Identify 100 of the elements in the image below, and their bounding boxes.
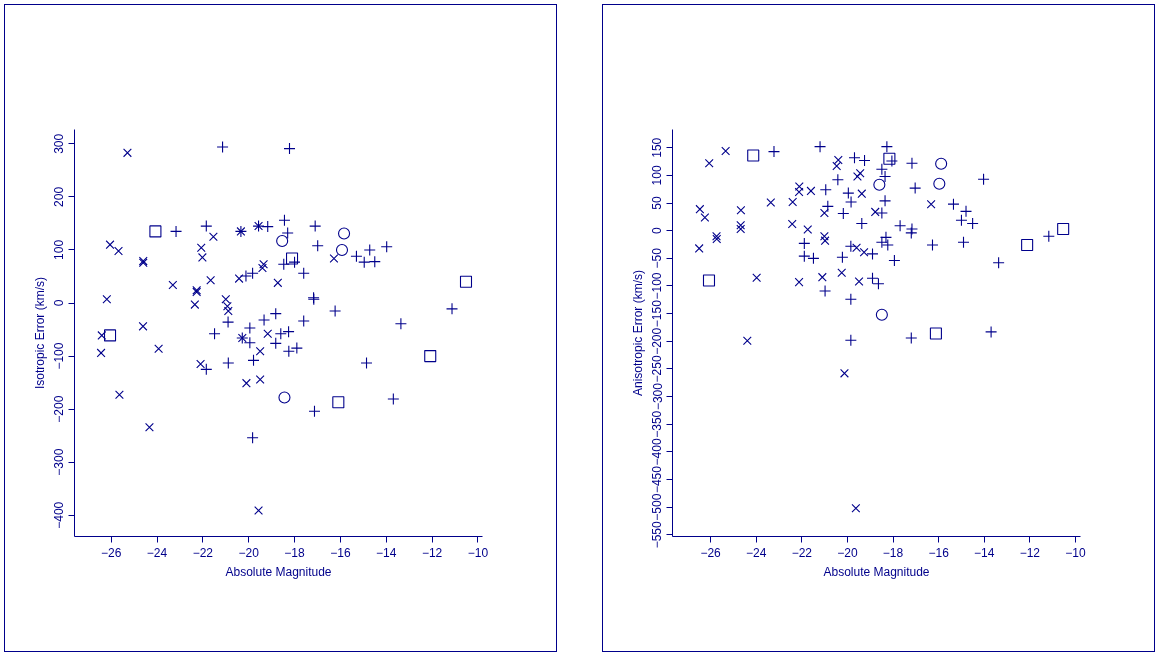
point <box>254 506 263 515</box>
x-tick-label: −12 <box>1019 545 1041 560</box>
point <box>424 350 437 363</box>
point <box>859 247 869 257</box>
x-tick-label: −26 <box>700 545 722 560</box>
y-tick-label: −150 <box>650 299 665 328</box>
point <box>870 207 880 217</box>
point <box>190 300 200 310</box>
y-tick-label: 100 <box>52 239 67 260</box>
point <box>335 243 349 256</box>
point <box>263 329 273 339</box>
y-tick-label: 150 <box>650 137 665 158</box>
point <box>273 278 283 288</box>
y-axis-title: Isotropic Error (km/s) <box>32 276 47 389</box>
x-tick-label: −16 <box>928 545 950 560</box>
point <box>255 374 265 384</box>
point <box>752 273 762 283</box>
point <box>259 259 269 269</box>
point <box>154 344 164 354</box>
point <box>149 225 162 238</box>
point <box>105 240 115 250</box>
point <box>114 246 123 256</box>
y-tick-label: −450 <box>650 465 665 494</box>
y-tick-label: 100 <box>650 165 665 186</box>
point <box>788 197 798 207</box>
y-tick-label: −100 <box>650 272 665 300</box>
x-tick-label: −18 <box>284 545 306 560</box>
point <box>736 205 746 215</box>
y-tick-label: −250 <box>650 355 665 383</box>
point <box>704 158 714 168</box>
x-axis-title: Absolute Magnitude <box>225 564 332 579</box>
y-axis-title: Anisotropic Error (km/s) <box>630 269 645 397</box>
y-tick-label: 300 <box>52 133 67 154</box>
point <box>794 187 804 197</box>
point <box>123 148 132 158</box>
point <box>840 368 849 378</box>
point <box>102 294 112 304</box>
point <box>742 336 752 346</box>
y-tick-label: −500 <box>650 493 665 521</box>
point <box>820 236 830 246</box>
point <box>747 149 760 162</box>
point <box>854 277 864 287</box>
x-tick-label: −20 <box>837 545 858 560</box>
point <box>329 254 339 263</box>
point <box>736 220 746 230</box>
point <box>933 177 946 190</box>
point <box>208 232 218 242</box>
point <box>285 252 299 265</box>
point <box>695 204 705 214</box>
x-tick-label: −22 <box>791 545 813 560</box>
point <box>929 327 942 340</box>
point <box>255 346 265 356</box>
point <box>806 186 816 196</box>
point <box>819 208 829 218</box>
point <box>935 157 948 170</box>
point <box>222 301 232 311</box>
point <box>832 161 842 171</box>
point <box>926 199 936 209</box>
y-tick-label: 0 <box>52 299 67 307</box>
point <box>196 243 206 253</box>
y-tick-label: −300 <box>650 382 665 411</box>
point <box>338 227 351 240</box>
point <box>794 277 804 287</box>
point <box>855 168 865 178</box>
point <box>853 172 862 181</box>
y-tick-label: −400 <box>650 438 665 466</box>
point <box>875 308 888 321</box>
point <box>851 503 861 513</box>
point <box>103 329 117 342</box>
point <box>837 268 847 278</box>
y-tick-label: −400 <box>52 501 67 529</box>
point <box>96 348 106 358</box>
x-tick-label: −22 <box>192 545 214 560</box>
point <box>114 390 124 400</box>
point <box>702 274 716 287</box>
y-tick-label: −200 <box>650 327 665 355</box>
x-tick-label: −24 <box>146 545 168 560</box>
point <box>833 155 843 165</box>
point <box>794 182 804 191</box>
y-tick-label: 200 <box>52 186 67 207</box>
point <box>206 275 216 285</box>
point <box>1021 239 1034 252</box>
x-tick-label: −20 <box>238 545 260 560</box>
point <box>694 243 704 253</box>
x-axis-title: Absolute Magnitude <box>823 564 930 579</box>
point <box>241 378 251 388</box>
point <box>168 280 178 290</box>
y-tick-label: 0 <box>650 227 665 235</box>
point <box>278 391 291 404</box>
point <box>1057 222 1070 236</box>
point <box>819 231 829 241</box>
point <box>97 330 107 340</box>
y-tick-label: 50 <box>650 196 665 210</box>
point <box>857 189 867 199</box>
point <box>700 212 710 222</box>
point <box>332 396 345 409</box>
point <box>766 198 776 207</box>
y-tick-label: −350 <box>650 410 665 438</box>
point <box>138 321 148 331</box>
point <box>721 146 731 156</box>
